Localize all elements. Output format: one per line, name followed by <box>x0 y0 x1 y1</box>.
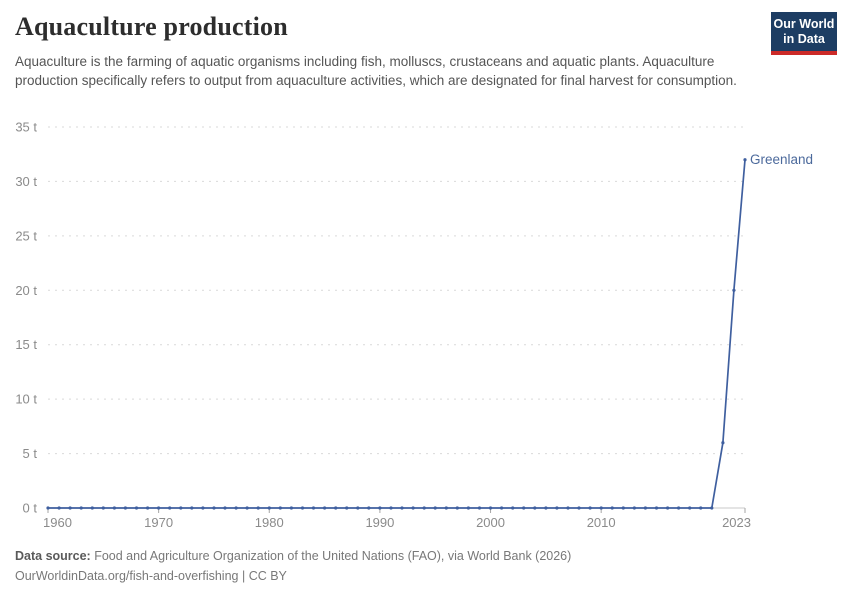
series-point[interactable] <box>157 506 161 510</box>
series-point[interactable] <box>544 506 548 510</box>
series-point[interactable] <box>267 506 271 510</box>
series-point[interactable] <box>323 506 327 510</box>
series-point[interactable] <box>732 288 736 292</box>
chart-subtitle: Aquaculture is the farming of aquatic or… <box>15 54 737 89</box>
series-point[interactable] <box>345 506 349 510</box>
series-point[interactable] <box>677 506 681 510</box>
series-point[interactable] <box>101 506 105 510</box>
series-point[interactable] <box>643 506 648 510</box>
series-point[interactable] <box>123 506 127 510</box>
data-source-label: Data source: <box>15 549 91 563</box>
series-point[interactable] <box>632 506 637 510</box>
series-point[interactable] <box>455 506 459 510</box>
series-point[interactable] <box>212 506 216 510</box>
owid-logo-line1: Our World <box>773 17 835 31</box>
series-point[interactable] <box>654 506 659 510</box>
series-point[interactable] <box>234 506 238 510</box>
series-point[interactable] <box>411 506 415 510</box>
chart-footer: Data source: Food and Agriculture Organi… <box>15 546 571 587</box>
series-point[interactable] <box>511 506 515 510</box>
data-source-text: Food and Agriculture Organization of the… <box>90 549 572 563</box>
footer-url-link[interactable]: OurWorldinData.org/fish-and-overfishing <box>15 569 239 584</box>
series-point[interactable] <box>134 506 139 510</box>
series-point[interactable] <box>699 506 703 510</box>
y-tick-label: 10 t <box>15 392 37 407</box>
series-point[interactable] <box>389 506 393 510</box>
page-title: Aquaculture production <box>15 12 288 41</box>
series-point[interactable] <box>311 506 316 510</box>
series-entity-label[interactable]: Greenland <box>750 152 813 167</box>
series-point[interactable] <box>466 506 470 510</box>
series-point[interactable] <box>168 506 172 510</box>
series-point[interactable] <box>621 506 625 510</box>
series-point[interactable] <box>256 506 260 510</box>
series-point[interactable] <box>610 506 614 510</box>
series-point[interactable] <box>245 506 249 510</box>
series-point[interactable] <box>533 506 537 510</box>
series-point[interactable] <box>599 506 603 510</box>
x-tick-label: 2000 <box>476 515 505 530</box>
x-tick-label: 2010 <box>587 515 616 530</box>
series-point[interactable] <box>46 506 50 510</box>
owid-logo-line2: in Data <box>783 31 825 46</box>
y-tick-label: 35 t <box>15 120 37 135</box>
series-point[interactable] <box>688 506 692 510</box>
series-point[interactable] <box>68 506 72 510</box>
series-point[interactable] <box>289 506 293 510</box>
series-point[interactable] <box>367 506 371 510</box>
series-point[interactable] <box>190 506 194 510</box>
x-tick-label: 1990 <box>365 515 394 530</box>
owid-logo[interactable]: Our World in Data <box>771 12 837 55</box>
data-source-line: Data source: Food and Agriculture Organi… <box>15 546 571 566</box>
footer-separator: | <box>238 569 249 584</box>
series-line-greenland[interactable] <box>48 159 746 509</box>
series-point[interactable] <box>57 506 61 510</box>
series-point[interactable] <box>112 506 116 510</box>
series-point[interactable] <box>555 506 559 510</box>
x-tick-label: 1970 <box>144 515 173 530</box>
x-tick-label: 1960 <box>43 515 72 530</box>
series-point[interactable] <box>743 158 747 162</box>
series-point[interactable] <box>666 506 670 510</box>
series-point[interactable] <box>500 506 504 510</box>
y-tick-label: 0 t <box>23 501 38 516</box>
series-point[interactable] <box>356 506 360 510</box>
series-point[interactable] <box>179 506 183 510</box>
license-label: CC BY <box>248 569 287 584</box>
x-tick-label: 2023 <box>722 515 751 530</box>
series-point[interactable] <box>566 506 570 510</box>
series-point[interactable] <box>223 506 227 510</box>
series-point[interactable] <box>334 506 338 510</box>
series-point[interactable] <box>201 506 205 510</box>
series-point[interactable] <box>433 506 437 510</box>
series-point[interactable] <box>90 506 94 510</box>
series-point[interactable] <box>488 506 493 510</box>
series-point[interactable] <box>422 506 426 510</box>
x-tick-label: 1980 <box>255 515 284 530</box>
y-tick-label: 25 t <box>15 228 37 243</box>
y-tick-label: 30 t <box>15 174 37 189</box>
series-point[interactable] <box>721 441 725 445</box>
citation-line: OurWorldinData.org/fish-and-overfishing … <box>15 566 571 586</box>
series-point[interactable] <box>477 506 482 510</box>
series-point[interactable] <box>400 506 404 510</box>
series-point[interactable] <box>577 506 581 510</box>
series-point[interactable] <box>522 506 526 510</box>
y-tick-label: 15 t <box>15 337 37 352</box>
series-point[interactable] <box>444 506 448 510</box>
series-point[interactable] <box>79 506 83 510</box>
y-tick-label: 20 t <box>15 283 37 298</box>
series-point[interactable] <box>378 506 382 510</box>
series-point[interactable] <box>300 506 305 510</box>
series-point[interactable] <box>710 506 714 510</box>
series-point[interactable] <box>146 506 150 510</box>
series-point[interactable] <box>588 506 592 510</box>
series-point[interactable] <box>278 506 282 510</box>
y-tick-label: 5 t <box>23 446 38 461</box>
